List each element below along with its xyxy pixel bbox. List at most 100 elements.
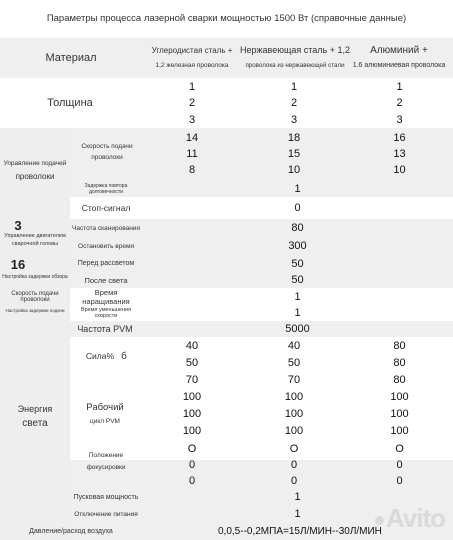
duty-cell: 100	[284, 424, 304, 437]
feed-delay-label: Настройка задержки подачи	[5, 307, 65, 313]
power-cell: 80	[393, 356, 406, 369]
col-aluminum-subtitle: 1.6 алюминиевая проволока	[352, 61, 446, 69]
wire-control-label: Управление подачей	[3, 159, 67, 167]
focus-cell: 0	[290, 458, 298, 471]
pwm-frequency-label: Частота PVM	[77, 324, 133, 334]
wire-control-label-2: проволоки	[15, 171, 55, 181]
wire-speed-cell: 10	[287, 164, 301, 176]
duty-cell: 100	[390, 424, 409, 437]
duty-cell: 100	[182, 390, 202, 403]
focus-cell: O	[395, 442, 404, 455]
buildup-time-value: 1	[294, 290, 301, 303]
start-power-label: Пусковая мощность	[73, 493, 139, 501]
focus-cell: 0	[396, 474, 403, 487]
col-aluminum-title: Алюминий +	[370, 44, 428, 56]
pwm-frequency-value: 5000	[285, 323, 310, 335]
focus-cell: 0	[188, 474, 196, 487]
avito-watermark: Avito	[374, 503, 446, 534]
before-light-value: 50	[291, 257, 304, 270]
power-percent-label: Сила%	[85, 351, 115, 361]
thickness-cell: 1	[290, 80, 298, 93]
wire-speed-label: Скорость подачи	[81, 142, 133, 150]
duty-cell: 100	[182, 407, 202, 420]
focus-cell: 0	[290, 474, 298, 487]
power-cell: 80	[393, 373, 406, 386]
col-carbon-steel-title: Углеродистая сталь +	[151, 45, 233, 55]
scan-frequency-label: Частота сканирования	[72, 224, 140, 232]
stop-signal-value: 0	[294, 202, 301, 214]
duty-cell: 100	[284, 407, 304, 420]
reduce-time-value: 1	[294, 307, 301, 319]
focus-band	[0, 460, 453, 502]
feed-speed-label: Скорость подачи проволоки	[11, 291, 59, 303]
thickness-cell: 2	[396, 97, 403, 109]
focus-position-label-2: фокусировки	[86, 463, 126, 471]
wire-speed-cell: 13	[393, 148, 406, 160]
thickness-cell: 3	[396, 113, 403, 126]
focus-position-label: Положение	[88, 451, 124, 459]
duty-cycle-label-2: цикл PVM	[90, 417, 120, 425]
col-stainless-title: Нержавеющая сталь + 1,2	[240, 45, 350, 55]
motor-control-label: Управление двигателем	[4, 233, 66, 239]
wire-speed-cell: 18	[287, 132, 301, 144]
focus-cell: O	[289, 442, 299, 455]
wire-speed-cell: 16	[393, 132, 406, 144]
stop-time-value: 300	[288, 240, 307, 252]
pressure-value: 0,0,5--0,2МПА=15Л/МИН--30Л/МИН	[218, 525, 382, 537]
thickness-cell: 1	[188, 80, 196, 93]
focus-cell: 0	[396, 458, 403, 471]
before-light-label: Перед рассветом	[77, 260, 135, 267]
thickness-cell: 3	[188, 113, 196, 126]
duty-cell: 100	[390, 390, 409, 403]
watermark-text: Avito	[385, 503, 446, 533]
light-delay-label: Настройка задержки обзора	[2, 274, 68, 280]
power-cell: 70	[287, 373, 301, 386]
wire-speed-cell: 8	[188, 164, 196, 176]
duty-cell: 100	[182, 424, 202, 437]
wire-speed-cell: 15	[287, 148, 301, 160]
buildup-time-label: Время наращивания	[82, 287, 130, 306]
after-light-label: После света	[84, 275, 128, 285]
power-cell: 40	[287, 339, 301, 352]
after-light-value: 50	[291, 274, 304, 286]
wire-speed-label-2: проволоки	[91, 153, 123, 161]
material-header: Материал	[45, 52, 97, 64]
section-number: 3	[14, 217, 22, 233]
power-cell: 70	[185, 373, 199, 386]
focus-cell: 0	[188, 458, 196, 471]
power-off-label: Отключение питания	[74, 510, 138, 518]
start-power-value: 1	[294, 491, 301, 503]
energy-label-2: света	[22, 417, 48, 429]
duty-cell: 100	[390, 407, 409, 420]
reduce-time-label: Время уменьшения скорости	[80, 307, 132, 319]
parameters-table: Материал Углеродистая сталь + 1,2 железн…	[0, 38, 453, 540]
power-cell: 50	[287, 356, 301, 369]
power-cell: 50	[185, 356, 199, 369]
motor-control-label-2: сварочной головы	[11, 241, 59, 247]
energy-label: Энергия	[17, 404, 53, 414]
thickness-cell: 2	[188, 97, 196, 109]
power-cell: 40	[185, 339, 199, 352]
page-title: Параметры процесса лазерной сварки мощно…	[46, 13, 407, 24]
focus-cell: O	[187, 442, 197, 455]
col-carbon-steel-subtitle: 1,2 железная проволока	[155, 61, 229, 69]
col-stainless-subtitle: проволока из нержавеющей стали	[245, 61, 345, 69]
power-cell: 80	[393, 339, 406, 352]
wire-speed-cell: 14	[185, 132, 199, 144]
avito-logo-icon	[374, 515, 384, 525]
thickness-label: Толщина	[47, 97, 93, 109]
wire-speed-cell: 11	[186, 148, 198, 160]
thickness-cell: 1	[396, 80, 403, 93]
header-band	[0, 38, 453, 78]
stop-time-label: Остановить время	[78, 242, 134, 250]
duty-cycle-label: Рабочий	[86, 401, 124, 413]
delay-label: Задержка повтора долговечности	[84, 182, 128, 195]
scan-frequency-value: 80	[291, 222, 304, 234]
thickness-cell: 3	[290, 113, 298, 126]
power-off-value: 1	[294, 508, 301, 520]
pressure-label: Давление/расход воздуха	[29, 527, 113, 535]
wire-speed-cell: 10	[393, 164, 406, 176]
section-number: 16	[10, 256, 26, 272]
stop-signal-label: Стоп-сигнал	[81, 203, 131, 213]
wire-speed-band	[0, 128, 453, 180]
